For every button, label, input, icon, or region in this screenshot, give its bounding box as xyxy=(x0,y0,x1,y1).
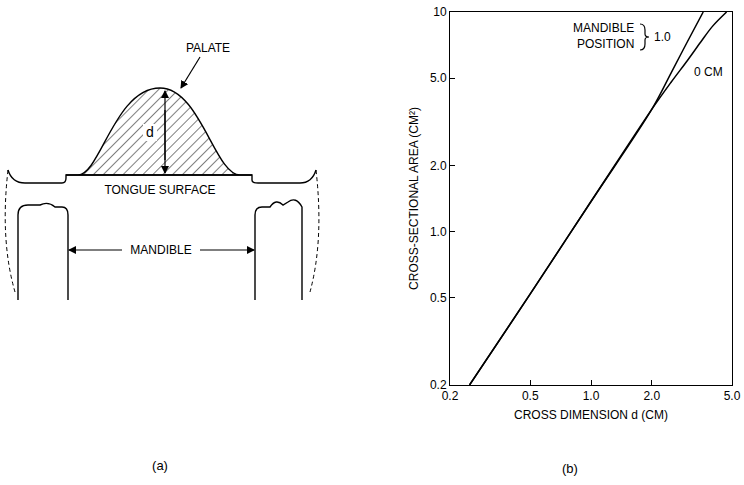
svg-text:0.2: 0.2 xyxy=(430,378,447,392)
svg-text:0 CM: 0 CM xyxy=(694,65,723,79)
svg-text:1.0: 1.0 xyxy=(583,389,600,403)
svg-text:TONGUE SURFACE: TONGUE SURFACE xyxy=(104,183,215,197)
svg-text:CROSS-SECTIONAL AREA (CM²): CROSS-SECTIONAL AREA (CM²) xyxy=(407,107,421,290)
svg-text:0.5: 0.5 xyxy=(430,291,447,305)
svg-text:2.0: 2.0 xyxy=(643,389,660,403)
svg-text:1.0: 1.0 xyxy=(430,225,447,239)
svg-text:CROSS DIMENSION d (CM): CROSS DIMENSION d (CM) xyxy=(514,408,668,422)
svg-text:0.2: 0.2 xyxy=(442,389,459,403)
svg-text:5.0: 5.0 xyxy=(724,389,741,403)
svg-text:2.0: 2.0 xyxy=(430,159,447,173)
svg-text:0.5: 0.5 xyxy=(522,389,539,403)
svg-text:PALATE: PALATE xyxy=(186,41,230,55)
svg-text:5.0: 5.0 xyxy=(430,71,447,85)
svg-text:(a): (a) xyxy=(152,458,168,473)
svg-text:1.0: 1.0 xyxy=(654,30,671,44)
svg-text:d: d xyxy=(146,124,154,140)
svg-text:MANDIBLE: MANDIBLE xyxy=(130,243,191,257)
svg-text:MANDIBLEPOSITION: MANDIBLEPOSITION xyxy=(573,21,634,51)
svg-text:(b): (b) xyxy=(562,461,578,476)
svg-text:10: 10 xyxy=(433,5,447,19)
